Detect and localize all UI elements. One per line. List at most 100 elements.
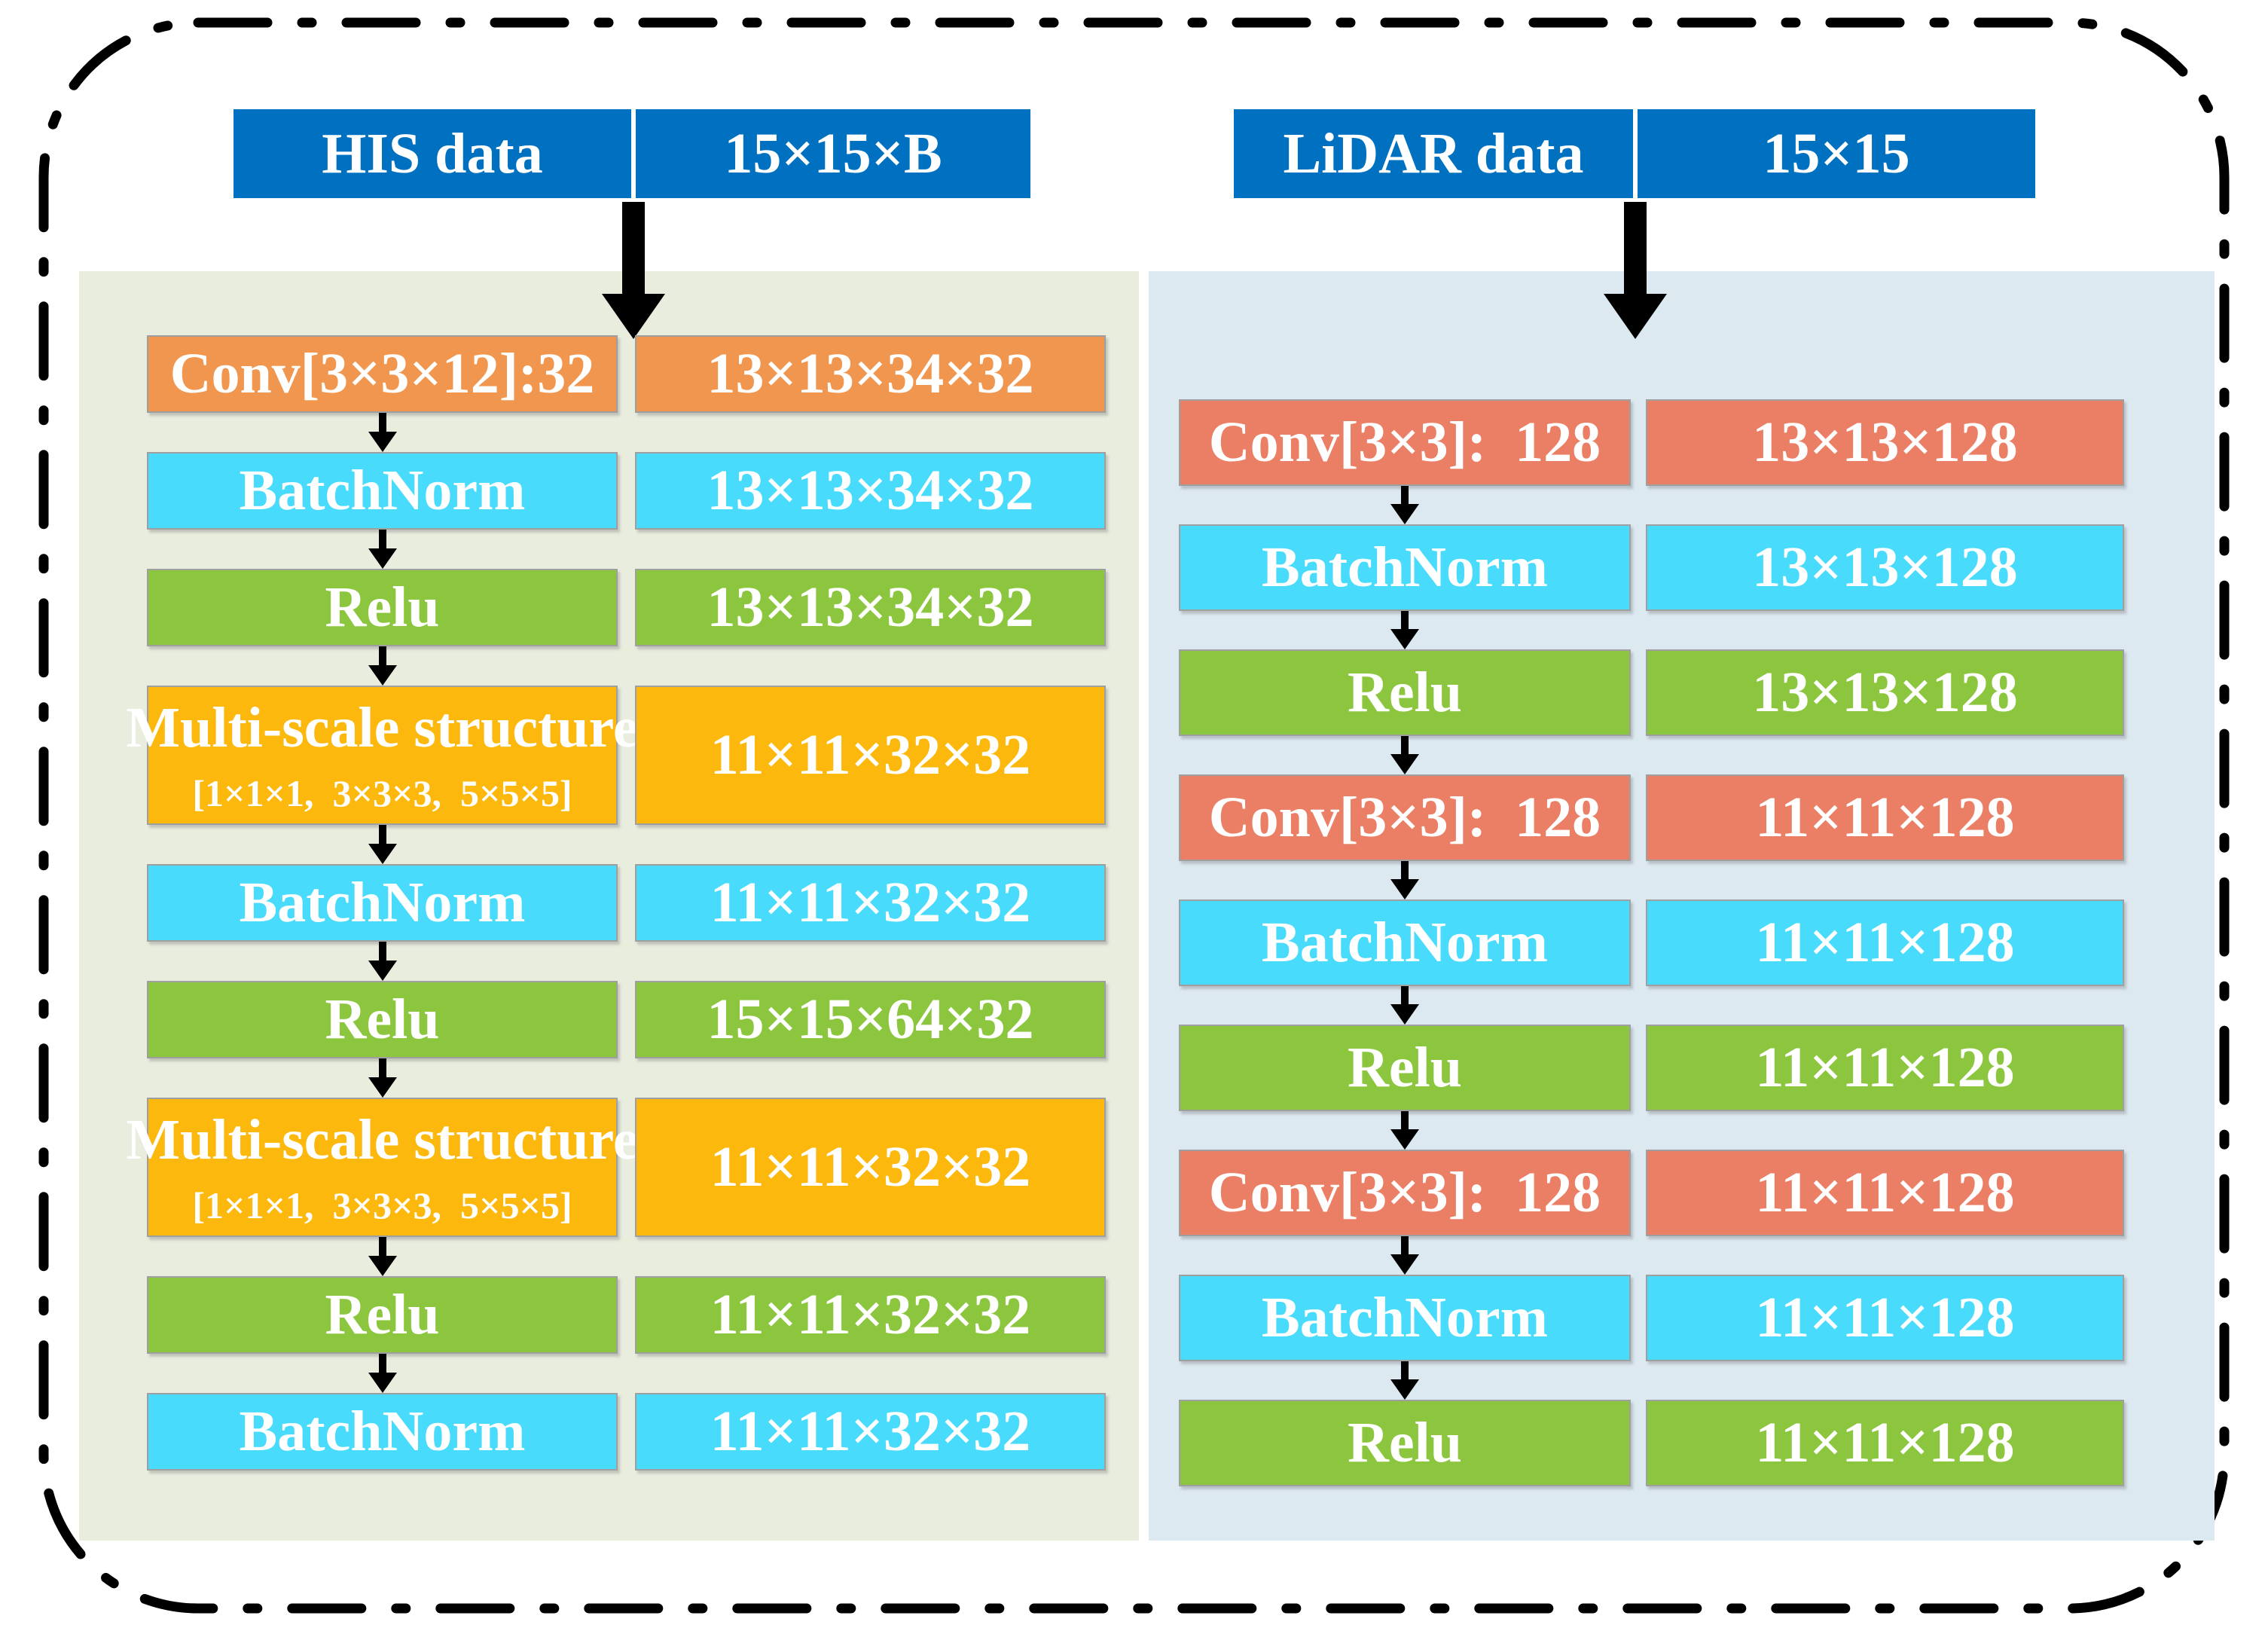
lidar-batchnorm-label-box: BatchNorm bbox=[1179, 899, 1631, 986]
layer-label: BatchNorm bbox=[239, 871, 526, 934]
lidar-relu-label-box: Relu bbox=[1179, 1400, 1631, 1486]
lidar-layer-row: Relu 13×13×128 bbox=[1179, 649, 2124, 736]
flow-arrow-icon bbox=[1390, 611, 1419, 649]
his-relu-label-box: Relu bbox=[147, 981, 618, 1058]
layer-shape: 11×11×128 bbox=[1755, 1411, 2015, 1474]
layer-label: Conv[3×3]: 128 bbox=[1208, 786, 1601, 849]
layer-label: Conv[3×3×12]:32 bbox=[169, 342, 595, 405]
layer-label: Relu bbox=[325, 1283, 440, 1346]
his-relu-shape-box: 13×13×34×32 bbox=[635, 569, 1106, 646]
flow-arrow-icon bbox=[368, 942, 397, 981]
layer-sublabel: [1×1×1, 3×3×3, 5×5×5] bbox=[192, 1184, 572, 1226]
layer-label: BatchNorm bbox=[239, 1400, 526, 1463]
lidar-shape-label: 15×15 bbox=[1763, 121, 1910, 185]
layer-label: Conv[3×3]: 128 bbox=[1208, 411, 1601, 474]
lidar-conv-shape-box: 11×11×128 bbox=[1646, 774, 2124, 861]
layer-shape: 11×11×32×32 bbox=[710, 1283, 1031, 1346]
his-relu-shape-box: 11×11×32×32 bbox=[635, 1276, 1106, 1354]
layer-label: Multi-scale structure bbox=[126, 696, 639, 759]
his-layer-row: Multi-scale structure [1×1×1, 3×3×3, 5×5… bbox=[126, 686, 1106, 825]
layer-label: Relu bbox=[1348, 1411, 1462, 1474]
layer-label: Conv[3×3]: 128 bbox=[1208, 1161, 1601, 1224]
his-conv-shape-box: 13×13×34×32 bbox=[635, 335, 1106, 413]
flow-arrow-icon bbox=[1390, 1236, 1419, 1275]
lidar-layer-row: Conv[3×3]: 128 11×11×128 bbox=[1179, 1150, 2124, 1236]
his-batchnorm-shape-box: 11×11×32×32 bbox=[635, 864, 1106, 942]
lidar-layer-row: Relu 11×11×128 bbox=[1179, 1025, 2124, 1111]
flow-arrow-icon bbox=[368, 530, 397, 569]
lidar-layer-row: BatchNorm 11×11×128 bbox=[1179, 899, 2124, 986]
lidar-input-arrow-icon bbox=[1604, 202, 1667, 339]
layer-label: Relu bbox=[325, 576, 440, 639]
layer-shape: 13×13×128 bbox=[1752, 536, 2018, 599]
layer-shape: 11×11×32×32 bbox=[710, 1400, 1031, 1463]
lidar-conv-label-box: Conv[3×3]: 128 bbox=[1179, 1150, 1631, 1236]
flow-arrow-icon bbox=[1390, 1361, 1419, 1400]
flow-arrow-icon bbox=[1390, 736, 1419, 774]
lidar-conv-shape-box: 13×13×128 bbox=[1646, 399, 2124, 486]
his-layer-row: Multi-scale structure [1×1×1, 3×3×3, 5×5… bbox=[126, 1098, 1106, 1237]
lidar-conv-shape-box: 11×11×128 bbox=[1646, 1150, 2124, 1236]
lidar-layer-row: Conv[3×3]: 128 11×11×128 bbox=[1179, 774, 2124, 861]
lidar-relu-shape-box: 13×13×128 bbox=[1646, 649, 2124, 736]
lidar-batchnorm-shape-box: 11×11×128 bbox=[1646, 899, 2124, 986]
flow-arrow-icon bbox=[368, 1354, 397, 1393]
his-multiscale-label-box: Multi-scale structure [1×1×1, 3×3×3, 5×5… bbox=[126, 1098, 639, 1237]
layer-shape: 11×11×128 bbox=[1755, 786, 2015, 849]
his-batchnorm-label-box: BatchNorm bbox=[147, 1393, 618, 1471]
lidar-relu-shape-box: 11×11×128 bbox=[1646, 1400, 2124, 1486]
flow-arrow-icon bbox=[1390, 861, 1419, 899]
layer-label: BatchNorm bbox=[1262, 911, 1548, 974]
flow-arrow-icon bbox=[1390, 486, 1419, 524]
lidar-batchnorm-shape-box: 11×11×128 bbox=[1646, 1275, 2124, 1361]
layer-shape: 11×11×32×32 bbox=[710, 723, 1031, 786]
his-data-label: HIS data bbox=[322, 121, 543, 185]
layer-shape: 13×13×128 bbox=[1752, 411, 2018, 474]
layer-label: Relu bbox=[325, 988, 440, 1051]
layer-label: Relu bbox=[1348, 1036, 1462, 1099]
flow-arrow-icon bbox=[368, 413, 397, 452]
layer-label: Relu bbox=[1348, 661, 1462, 724]
lidar-batchnorm-label-box: BatchNorm bbox=[1179, 1275, 1631, 1361]
his-input-arrow-icon bbox=[602, 202, 665, 339]
his-batchnorm-label-box: BatchNorm bbox=[147, 452, 618, 530]
layer-shape: 11×11×128 bbox=[1755, 1161, 2015, 1224]
layer-shape: 11×11×32×32 bbox=[710, 871, 1031, 934]
lidar-layer-row: BatchNorm 13×13×128 bbox=[1179, 524, 2124, 611]
layer-label: BatchNorm bbox=[239, 459, 526, 522]
flow-arrow-icon bbox=[368, 1237, 397, 1276]
layer-shape: 13×13×34×32 bbox=[707, 576, 1034, 639]
flow-arrow-icon bbox=[1390, 1111, 1419, 1150]
flow-arrow-icon bbox=[368, 825, 397, 864]
layer-shape: 15×15×64×32 bbox=[707, 988, 1034, 1051]
lidar-layer-row: BatchNorm 11×11×128 bbox=[1179, 1275, 2124, 1361]
his-conv-label-box: Conv[3×3×12]:32 bbox=[147, 335, 618, 413]
layer-sublabel: [1×1×1, 3×3×3, 5×5×5] bbox=[192, 772, 572, 814]
his-relu-label-box: Relu bbox=[147, 569, 618, 646]
his-relu-shape-box: 15×15×64×32 bbox=[635, 981, 1106, 1058]
his-layer-row: Relu 15×15×64×32 bbox=[147, 981, 1106, 1058]
layer-shape: 13×13×34×32 bbox=[707, 342, 1034, 405]
flow-arrow-icon bbox=[368, 646, 397, 686]
his-relu-label-box: Relu bbox=[147, 1276, 618, 1354]
layer-label: BatchNorm bbox=[1262, 536, 1548, 599]
his-shape-header-box: 15×15×B bbox=[636, 109, 1030, 198]
layer-label: BatchNorm bbox=[1262, 1286, 1548, 1349]
lidar-shape-header-box: 15×15 bbox=[1638, 109, 2035, 198]
layer-shape: 11×11×128 bbox=[1755, 911, 2015, 974]
layer-shape: 11×11×32×32 bbox=[710, 1135, 1031, 1199]
his-shape-label: 15×15×B bbox=[724, 121, 942, 185]
his-batchnorm-shape-box: 13×13×34×32 bbox=[635, 452, 1106, 530]
lidar-layer-row: Conv[3×3]: 128 13×13×128 bbox=[1179, 399, 2124, 486]
layer-shape: 11×11×128 bbox=[1755, 1036, 2015, 1099]
lidar-relu-label-box: Relu bbox=[1179, 1025, 1631, 1111]
lidar-data-header-box: LiDAR data bbox=[1234, 109, 1633, 198]
layer-shape: 13×13×34×32 bbox=[707, 459, 1034, 522]
layer-shape: 13×13×128 bbox=[1752, 661, 2018, 724]
his-layer-row: Conv[3×3×12]:32 13×13×34×32 bbox=[147, 335, 1106, 413]
his-multiscale-shape-box: 11×11×32×32 bbox=[635, 686, 1106, 825]
his-layer-row: BatchNorm 11×11×32×32 bbox=[147, 1393, 1106, 1471]
his-multiscale-label-box: Multi-scale structure [1×1×1, 3×3×3, 5×5… bbox=[126, 686, 639, 825]
his-layer-row: Relu 13×13×34×32 bbox=[147, 569, 1106, 646]
